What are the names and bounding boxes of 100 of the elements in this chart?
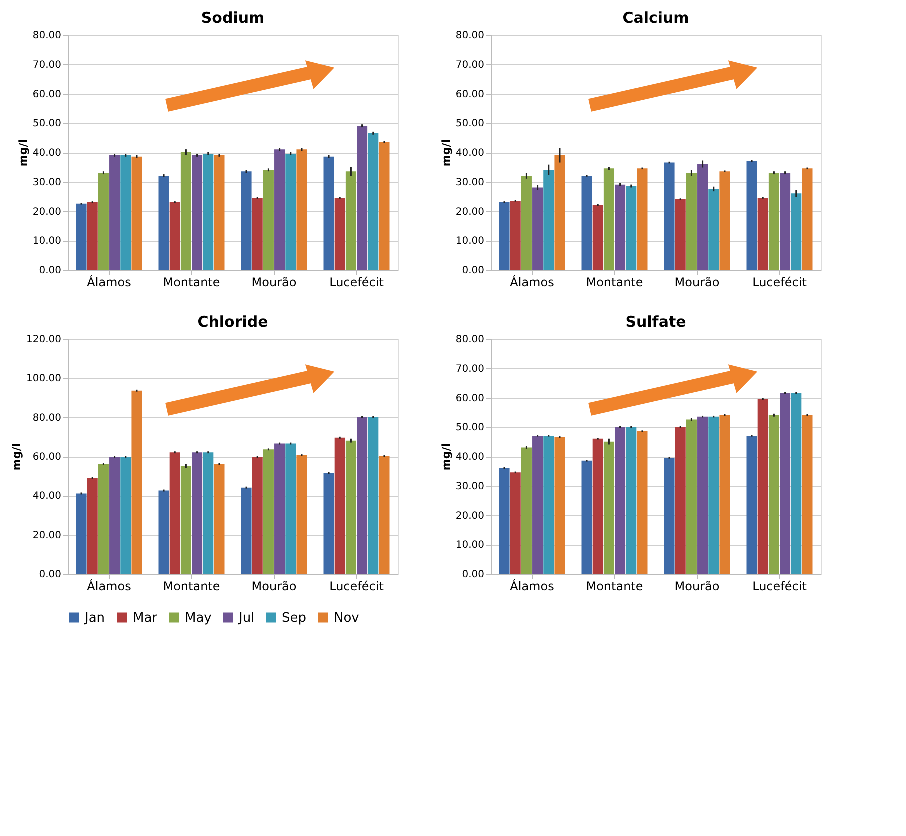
bar bbox=[76, 494, 87, 574]
bar bbox=[780, 393, 791, 574]
bar bbox=[664, 458, 675, 574]
bar bbox=[802, 168, 813, 270]
bar bbox=[708, 416, 720, 574]
y-tick-label: 30.00 bbox=[32, 177, 62, 188]
y-tick-label: 80.00 bbox=[32, 30, 62, 42]
x-tick-label: Mourão bbox=[674, 580, 720, 594]
y-tick-label: 40.00 bbox=[32, 148, 62, 159]
y-tick-label: 80.00 bbox=[32, 412, 62, 424]
bar bbox=[357, 126, 368, 270]
bar bbox=[296, 456, 308, 574]
bar bbox=[802, 415, 813, 574]
x-tick-label: Mourão bbox=[252, 580, 297, 594]
bar bbox=[758, 198, 768, 270]
bar bbox=[203, 154, 214, 270]
y-tick-label: 40.00 bbox=[456, 148, 484, 159]
y-tick-label: 30.00 bbox=[456, 177, 484, 188]
bar bbox=[604, 442, 614, 574]
bar bbox=[132, 390, 142, 574]
bar bbox=[241, 488, 252, 574]
bar bbox=[615, 184, 626, 270]
bar bbox=[334, 198, 346, 270]
chart-title: Calcium bbox=[622, 9, 690, 27]
bar bbox=[592, 205, 604, 270]
y-tick-label: 20.00 bbox=[32, 530, 62, 542]
bar bbox=[499, 202, 510, 270]
bar bbox=[180, 466, 192, 574]
bar bbox=[521, 448, 532, 574]
y-tick-label: 10.00 bbox=[32, 236, 62, 248]
bar bbox=[720, 415, 730, 574]
x-tick-label: Álamos bbox=[87, 274, 132, 290]
bar bbox=[791, 393, 802, 574]
chart-title: Sodium bbox=[201, 9, 265, 27]
bar bbox=[604, 168, 614, 270]
bar bbox=[192, 155, 203, 270]
bar bbox=[698, 164, 708, 270]
bar bbox=[87, 202, 98, 270]
y-tick-label: 70.00 bbox=[456, 364, 484, 375]
legend-label: Nov bbox=[334, 610, 360, 626]
y-tick-label: 10.00 bbox=[456, 540, 484, 552]
y-tick-label: 0.00 bbox=[462, 570, 484, 580]
bar bbox=[274, 444, 286, 574]
x-tick-label: Montante bbox=[163, 276, 220, 290]
bar bbox=[98, 173, 109, 270]
bar bbox=[87, 478, 98, 574]
x-tick-label: Álamos bbox=[510, 274, 554, 290]
y-tick-label: 100.00 bbox=[26, 374, 62, 385]
bar bbox=[170, 202, 180, 270]
y-tick-label: 20.00 bbox=[456, 510, 484, 522]
bar bbox=[98, 464, 109, 574]
bar bbox=[554, 437, 566, 574]
bar bbox=[532, 436, 544, 574]
bar bbox=[76, 204, 87, 270]
y-tick-label: 80.00 bbox=[456, 334, 484, 346]
bar bbox=[708, 189, 720, 270]
bar bbox=[758, 399, 768, 574]
bar bbox=[286, 444, 296, 574]
bar bbox=[158, 176, 170, 270]
bar bbox=[675, 200, 686, 270]
y-tick-label: 120.00 bbox=[26, 334, 62, 346]
bar bbox=[132, 156, 142, 270]
y-tick-label: 10.00 bbox=[456, 236, 484, 248]
x-tick-label: Lucefécit bbox=[752, 580, 808, 594]
bar bbox=[746, 436, 758, 574]
bar bbox=[324, 473, 334, 574]
bar bbox=[637, 432, 648, 574]
bar bbox=[510, 472, 521, 574]
y-tick-label: 50.00 bbox=[456, 118, 484, 130]
x-tick-label: Álamos bbox=[87, 578, 132, 594]
bar bbox=[521, 176, 532, 270]
bar bbox=[120, 155, 132, 270]
y-axis-title: mg/l bbox=[10, 443, 24, 471]
bar bbox=[346, 440, 356, 574]
y-tick-label: 40.00 bbox=[456, 452, 484, 463]
bar bbox=[296, 150, 308, 270]
bar bbox=[192, 452, 203, 574]
bar bbox=[720, 172, 730, 270]
bar bbox=[554, 155, 566, 270]
bar bbox=[746, 161, 758, 270]
bar bbox=[637, 168, 648, 270]
bar bbox=[357, 417, 368, 574]
y-tick-label: 0.00 bbox=[39, 266, 62, 276]
y-tick-label: 0.00 bbox=[39, 570, 62, 580]
bar bbox=[592, 438, 604, 574]
y-tick-label: 30.00 bbox=[456, 481, 484, 492]
y-axis-title: mg/l bbox=[440, 139, 453, 167]
bar bbox=[120, 457, 132, 574]
bar bbox=[214, 155, 225, 270]
bar bbox=[379, 142, 390, 270]
bar bbox=[252, 457, 263, 574]
x-tick-label: Lucefécit bbox=[330, 276, 384, 290]
bar bbox=[263, 170, 274, 270]
y-axis-title: mg/l bbox=[440, 443, 453, 471]
bar bbox=[768, 415, 780, 574]
chart-title: Chloride bbox=[198, 313, 268, 331]
bar bbox=[286, 154, 296, 270]
y-tick-label: 60.00 bbox=[456, 89, 484, 100]
x-tick-label: Mourão bbox=[674, 276, 720, 290]
chart-title: Sulfate bbox=[626, 313, 686, 331]
